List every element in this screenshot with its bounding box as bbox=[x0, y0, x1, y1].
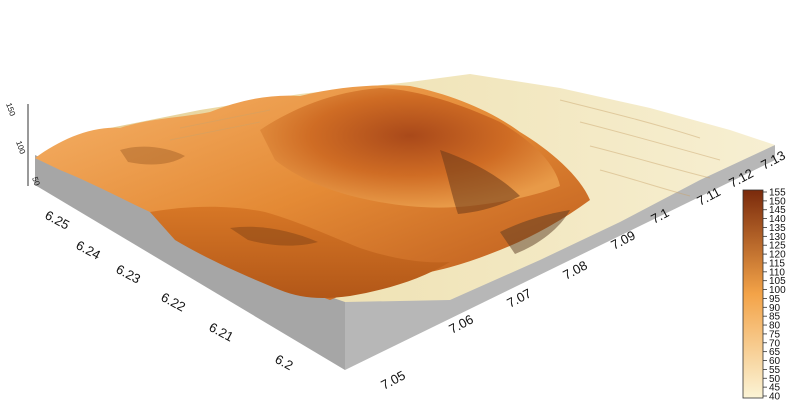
y-tick-label: 6.25 bbox=[43, 207, 72, 232]
x-tick-label: 7.1 bbox=[648, 205, 671, 227]
y-tick-label: 6.22 bbox=[159, 289, 188, 314]
terrain-valley-shadow-1 bbox=[440, 150, 520, 214]
z-tick-label: 100 bbox=[14, 140, 27, 156]
z-tick-label: 150 bbox=[4, 102, 17, 118]
x-tick-label: 7.05 bbox=[378, 368, 407, 393]
y-tick-label: 6.2 bbox=[273, 351, 296, 373]
z-tick-label: 50 bbox=[30, 176, 42, 188]
color-scale-tick-label: 140 bbox=[769, 214, 786, 225]
color-scale-tick-label: 130 bbox=[769, 232, 786, 243]
color-scale-tick-label: 150 bbox=[769, 196, 786, 207]
color-scale-tick-label: 105 bbox=[769, 276, 786, 287]
front-side-wall bbox=[345, 145, 775, 370]
terrain-valley-shadow-4 bbox=[120, 146, 185, 165]
color-scale-ticks: 1551501451401351301251201151101051009590… bbox=[763, 188, 786, 403]
color-scale-bar bbox=[742, 189, 764, 399]
color-scale-tick-label: 95 bbox=[769, 294, 781, 305]
color-scale-tick-label: 115 bbox=[769, 258, 785, 269]
terrain-valley-shadow-2 bbox=[500, 210, 570, 254]
left-side-wall bbox=[35, 155, 345, 370]
color-scale-tick-label: 60 bbox=[769, 356, 781, 367]
terrain-valley-shadow-3 bbox=[230, 226, 318, 246]
color-scale-tick-label: 125 bbox=[769, 241, 786, 252]
x-axis: 7.05 7.06 7.07 7.08 7.09 7.1 7.11 7.12 7… bbox=[378, 148, 787, 393]
color-scale-tick-label: 50 bbox=[769, 374, 781, 385]
color-scale-tick-label: 70 bbox=[769, 338, 781, 349]
y-axis: 6.25 6.24 6.23 6.22 6.21 6.2 bbox=[43, 207, 296, 373]
color-scale-tick-label: 100 bbox=[769, 285, 786, 296]
terrain-front-lobe bbox=[150, 206, 450, 298]
color-scale-tick-label: 65 bbox=[769, 347, 781, 358]
color-scale-tick-label: 155 bbox=[769, 188, 786, 199]
color-scale-tick-label: 90 bbox=[769, 303, 781, 314]
z-axis: 150 100 50 bbox=[4, 102, 42, 188]
color-scale-tick-label: 120 bbox=[769, 250, 786, 261]
terrain-texture bbox=[169, 99, 721, 197]
y-tick-label: 6.23 bbox=[114, 261, 143, 286]
y-tick-label: 6.24 bbox=[74, 237, 103, 262]
color-scale-tick-label: 145 bbox=[769, 205, 786, 216]
color-scale-tick-label: 110 bbox=[769, 267, 785, 278]
color-scale-tick-label: 85 bbox=[769, 312, 781, 323]
color-scale-tick-label: 135 bbox=[769, 223, 786, 234]
color-scale-tick-label: 55 bbox=[769, 365, 781, 376]
color-scale-tick-label: 40 bbox=[769, 392, 781, 403]
color-scale-tick-label: 75 bbox=[769, 329, 781, 340]
color-scale-legend: 1551501451401351301251201151101051009590… bbox=[742, 188, 786, 403]
color-scale-tick-label: 45 bbox=[769, 383, 781, 394]
y-tick-label: 6.21 bbox=[207, 319, 236, 344]
color-scale-tick-label: 80 bbox=[769, 321, 781, 332]
